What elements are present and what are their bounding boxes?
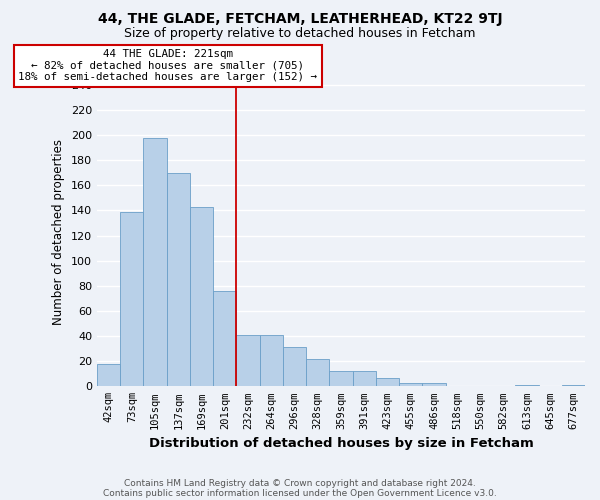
Y-axis label: Number of detached properties: Number of detached properties (52, 140, 65, 326)
Bar (422, 382, 446, 386)
Text: 44, THE GLADE, FETCHAM, LEATHERHEAD, KT22 9TJ: 44, THE GLADE, FETCHAM, LEATHERHEAD, KT2… (98, 12, 502, 26)
Bar (120, 212, 143, 386)
Text: Size of property relative to detached houses in Fetcham: Size of property relative to detached ho… (124, 28, 476, 40)
Bar (283, 348, 306, 387)
Bar (97, 364, 120, 386)
Bar (399, 382, 422, 386)
Bar (260, 335, 283, 386)
Bar (213, 291, 236, 386)
Bar (306, 358, 329, 386)
Bar (376, 378, 399, 386)
Bar (167, 172, 190, 386)
Bar (353, 371, 376, 386)
Bar (236, 335, 260, 386)
Bar (562, 385, 585, 386)
Text: Contains HM Land Registry data © Crown copyright and database right 2024.: Contains HM Land Registry data © Crown c… (124, 478, 476, 488)
Bar (143, 138, 167, 386)
Bar (190, 206, 213, 386)
Bar (515, 385, 539, 386)
Text: 44 THE GLADE: 221sqm
← 82% of detached houses are smaller (705)
18% of semi-deta: 44 THE GLADE: 221sqm ← 82% of detached h… (19, 49, 317, 82)
Text: Contains public sector information licensed under the Open Government Licence v3: Contains public sector information licen… (103, 488, 497, 498)
X-axis label: Distribution of detached houses by size in Fetcham: Distribution of detached houses by size … (149, 437, 533, 450)
Bar (329, 371, 353, 386)
